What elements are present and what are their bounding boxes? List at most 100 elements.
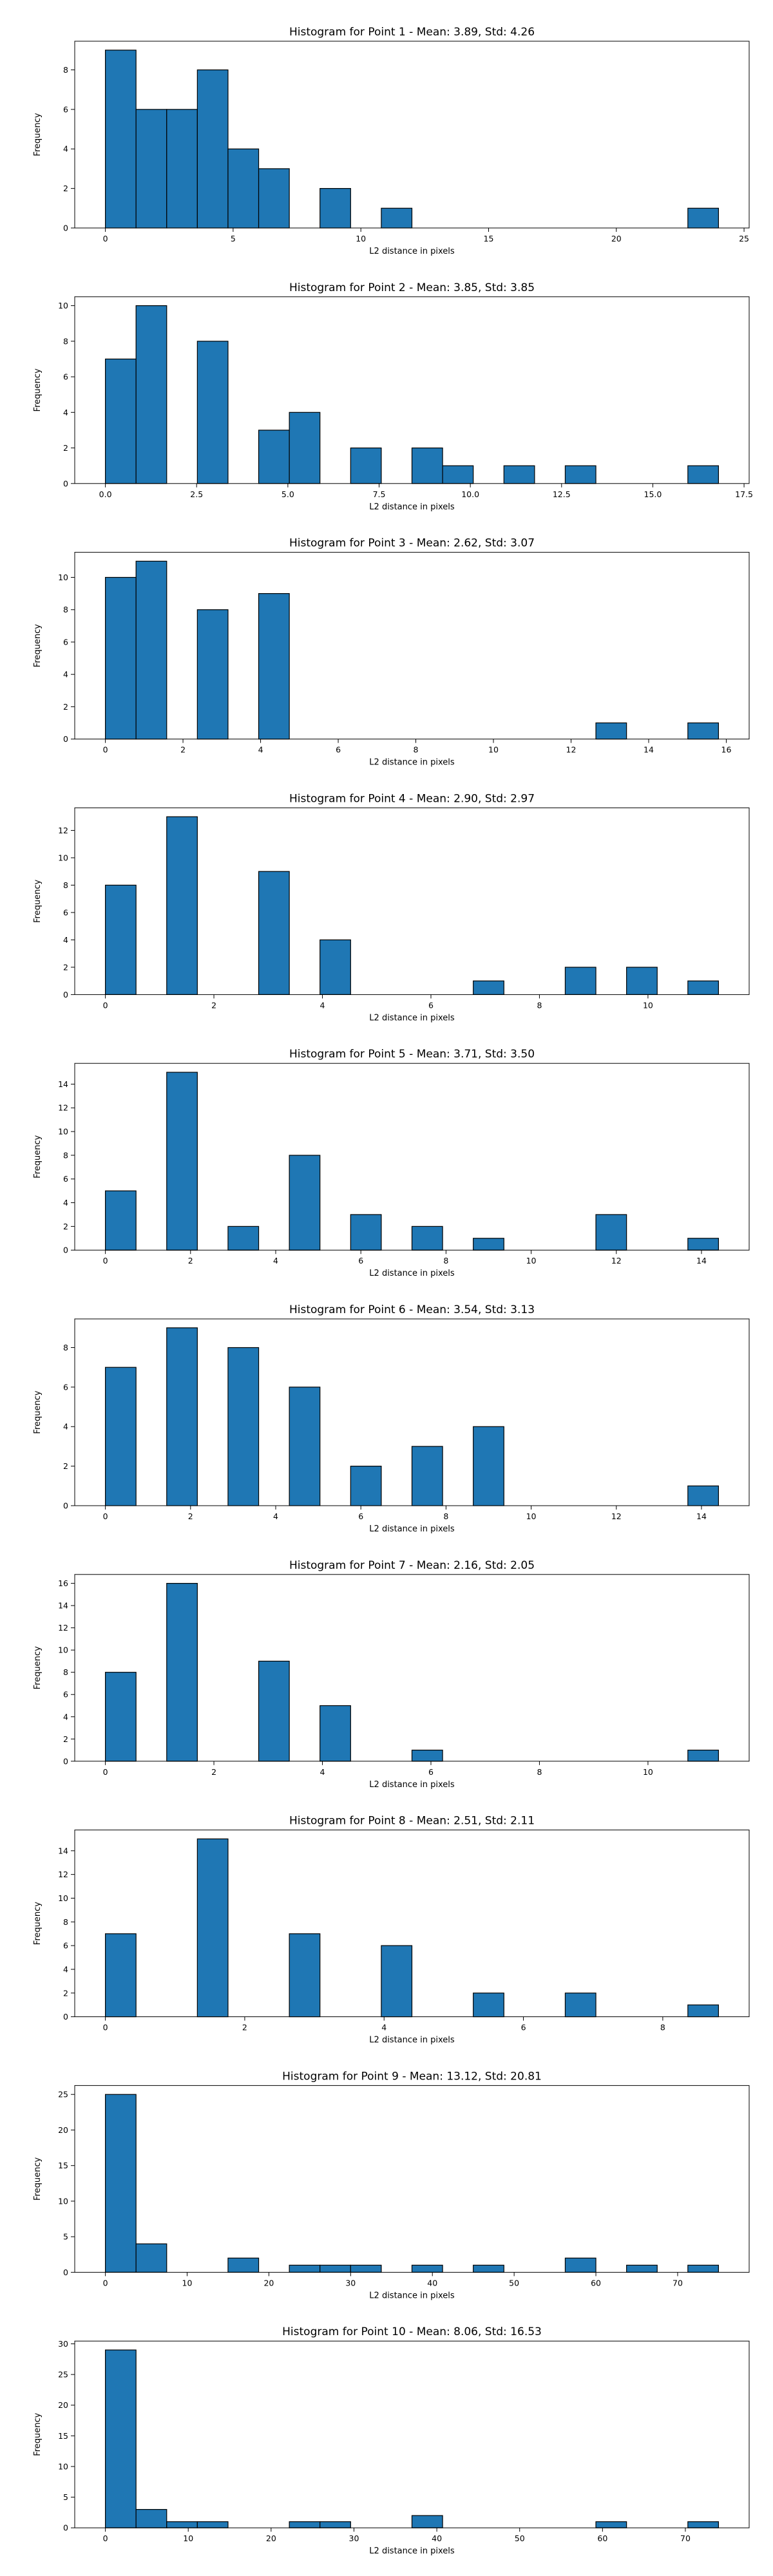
axes-frame: [74, 807, 750, 995]
x-tick-label: 14: [644, 745, 654, 755]
histogram-bar: [196, 609, 229, 740]
x-tick-label: 40: [427, 2278, 437, 2287]
chart-title: Histogram for Point 10 - Mean: 8.06, Std…: [282, 2325, 542, 2338]
histogram-bar: [166, 816, 198, 995]
histogram-bar: [258, 871, 290, 995]
histogram-bar: [687, 465, 720, 484]
histogram-panel-8: 0 2 4 6 8 0 2 4 6 8 10 12 14 Histogram for Point 8 - …: [33, 1815, 750, 2045]
x-tick-label: 0: [103, 2023, 108, 2032]
histogram-bar: [135, 2509, 167, 2528]
axes-frame: [74, 1574, 750, 1762]
y-axis-label: Frequency: [33, 1390, 43, 1434]
histogram-bar: [258, 593, 290, 740]
y-tick-label: 8: [63, 1343, 68, 1352]
chart-title: Histogram for Point 1 - Mean: 3.89, Std:…: [289, 26, 535, 39]
histogram-panel-1: 0 5 10 15 20 25 0 2 4 6 8 Histogram for Point 1 - M…: [33, 26, 750, 256]
y-tick-label: 14: [58, 1079, 68, 1089]
histogram-panel-3: 0 2 4 6 8 10 12 14 16 0 2 4 6 8 10 Histogram for Point …: [33, 537, 750, 768]
y-tick-label: 10: [58, 1893, 68, 1903]
y-tick-label: 8: [63, 1917, 68, 1927]
histogram-bar: [381, 207, 413, 229]
histogram-bar: [104, 884, 137, 995]
x-tick-label: 12.5: [553, 489, 571, 499]
x-tick-label: 2: [188, 1256, 193, 1265]
histogram-bar: [687, 1485, 720, 1506]
y-tick-label: 20: [58, 2400, 68, 2410]
histogram-bar: [411, 1446, 443, 1506]
y-tick-label: 10: [58, 1127, 68, 1137]
y-tick-label: 0: [63, 2012, 68, 2022]
y-tick-label: 0: [63, 1245, 68, 1255]
histogram-panel-5: 0 2 4 6 8 10 12 14 0 2 4 6 8 10 12 14 Histogram for Poin…: [33, 1048, 750, 1278]
histogram-bar: [227, 148, 260, 229]
histogram-bar: [411, 2264, 443, 2273]
x-tick-label: 0: [103, 234, 108, 243]
chart-title: Histogram for Point 3 - Mean: 2.62, Std:…: [289, 537, 535, 550]
x-tick-label: 10: [526, 1511, 537, 1521]
x-tick-label: 6: [358, 1256, 363, 1265]
y-tick-label: 0: [63, 1756, 68, 1766]
x-tick-label: 10: [643, 1000, 653, 1010]
y-tick-label: 25: [58, 2370, 68, 2380]
y-tick-label: 6: [63, 1690, 68, 1700]
axes-frame: [74, 1063, 750, 1251]
y-tick-label: 8: [63, 336, 68, 346]
x-tick-label: 2.5: [190, 489, 203, 499]
x-tick-label: 5: [231, 234, 236, 243]
x-tick-label: 10.0: [461, 489, 479, 499]
y-tick-label: 8: [63, 605, 68, 614]
x-tick-label: 0: [103, 1767, 108, 1777]
histogram-bar: [381, 1945, 413, 2018]
x-axis-label: L2 distance in pixels: [369, 1269, 455, 1278]
histogram-bar: [289, 1155, 321, 1251]
histogram-bar: [135, 109, 167, 229]
histogram-bar: [473, 1993, 504, 2018]
histogram-bar: [473, 1426, 504, 1506]
y-tick-label: 0: [63, 478, 68, 488]
x-axis-label: L2 distance in pixels: [369, 2546, 455, 2556]
y-tick-label: 8: [63, 1150, 68, 1160]
chart-title: Histogram for Point 8 - Mean: 2.51, Std:…: [289, 1815, 535, 1828]
x-tick-label: 0: [103, 745, 108, 755]
x-axis-label: L2 distance in pixels: [369, 1524, 455, 1534]
y-tick-label: 2: [63, 1734, 68, 1744]
histogram-bar: [503, 465, 535, 484]
histogram-bar: [411, 447, 443, 484]
chart-title: Histogram for Point 4 - Mean: 2.90, Std:…: [289, 792, 535, 805]
histogram-bar: [104, 1190, 137, 1251]
y-tick-label: 16: [58, 1578, 68, 1588]
x-tick-label: 0: [103, 1511, 108, 1521]
histogram-bar: [227, 2257, 260, 2273]
histogram-bar: [564, 1993, 596, 2018]
y-tick-label: 10: [58, 573, 68, 582]
axes-frame: [74, 552, 750, 740]
histogram-bar: [166, 2521, 198, 2528]
y-axis-label: Frequency: [33, 2157, 43, 2201]
histogram-bar: [350, 2264, 382, 2273]
x-axis-label: L2 distance in pixels: [369, 1013, 455, 1023]
y-tick-label: 6: [63, 1941, 68, 1951]
histogram-bar: [411, 1749, 443, 1762]
histogram-bar: [564, 465, 596, 484]
y-tick-label: 6: [63, 104, 68, 114]
x-tick-label: 10: [183, 2533, 193, 2543]
y-tick-label: 4: [63, 1198, 68, 1208]
histogram-bar: [166, 1072, 198, 1251]
y-tick-label: 10: [58, 2461, 68, 2471]
histogram-bar: [687, 2521, 720, 2528]
x-tick-label: 17.5: [735, 489, 753, 499]
histogram-bar: [350, 1466, 382, 1506]
histogram-bar: [595, 722, 627, 740]
x-tick-label: 4: [381, 2023, 386, 2032]
x-tick-label: 70: [680, 2533, 691, 2543]
x-axis-label: L2 distance in pixels: [369, 758, 455, 768]
y-tick-label: 10: [58, 853, 68, 862]
histogram-bar: [320, 188, 351, 229]
y-axis-label: Frequency: [33, 880, 43, 923]
histogram-bar: [258, 168, 290, 229]
histogram-bar: [196, 2521, 229, 2528]
x-tick-label: 0: [103, 1256, 108, 1265]
x-tick-label: 12: [611, 1511, 622, 1521]
y-tick-label: 8: [63, 65, 68, 75]
